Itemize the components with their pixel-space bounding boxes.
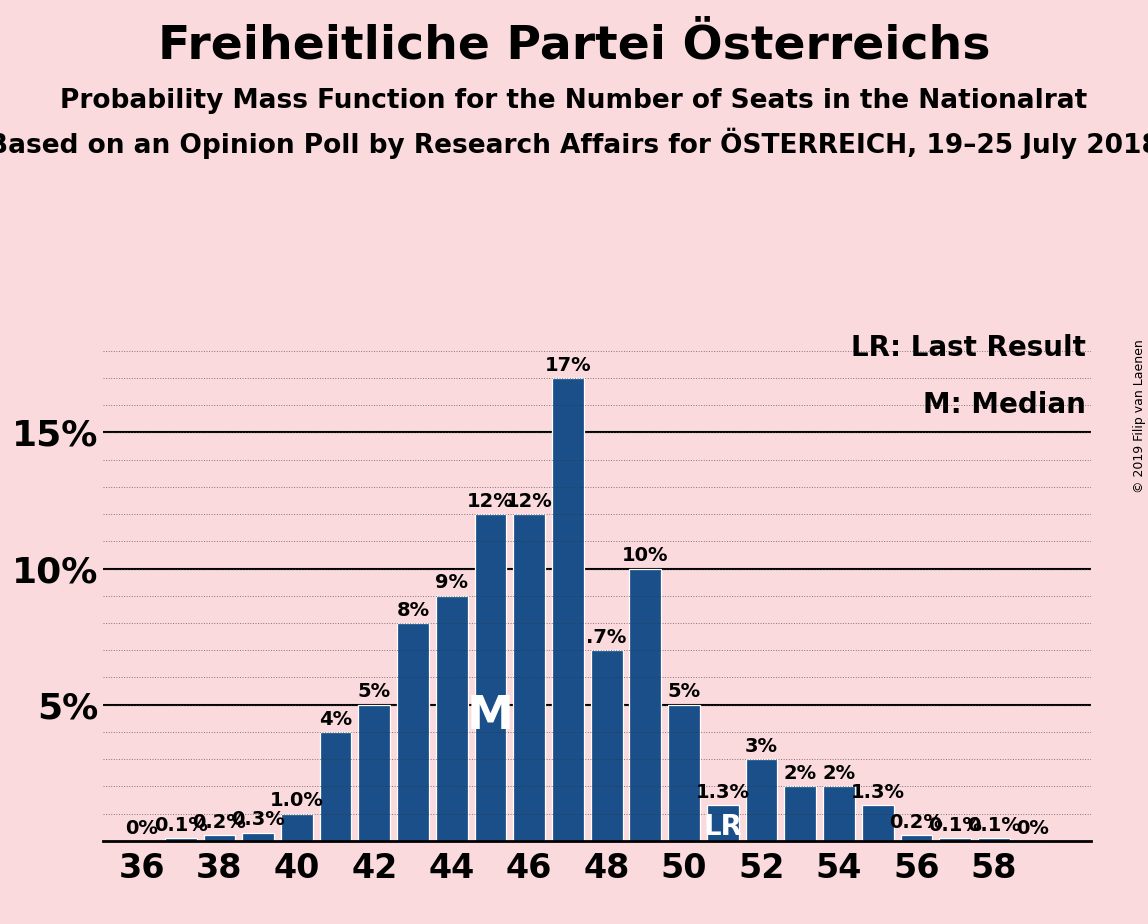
Text: 1.3%: 1.3% <box>696 784 750 802</box>
Text: 0.1%: 0.1% <box>928 816 982 835</box>
Bar <box>358 705 390 841</box>
Text: 2%: 2% <box>784 764 816 784</box>
Bar <box>707 806 738 841</box>
Text: Based on an Opinion Poll by Research Affairs for ÖSTERREICH, 19–25 July 2018: Based on an Opinion Poll by Research Aff… <box>0 128 1148 159</box>
Text: .7%: .7% <box>587 628 627 647</box>
Text: LR: LR <box>704 813 743 842</box>
Bar <box>900 835 932 841</box>
Text: 3%: 3% <box>745 736 778 756</box>
Text: 12%: 12% <box>467 492 514 511</box>
Bar <box>746 760 777 841</box>
Bar <box>320 732 351 841</box>
Text: 4%: 4% <box>319 710 352 729</box>
Text: 2%: 2% <box>822 764 855 784</box>
Text: 1.3%: 1.3% <box>851 784 905 802</box>
Text: 0.2%: 0.2% <box>890 813 944 833</box>
Bar <box>862 806 893 841</box>
Text: 10%: 10% <box>622 546 668 565</box>
Text: © 2019 Filip van Laenen: © 2019 Filip van Laenen <box>1133 339 1147 492</box>
Text: Freiheitliche Partei Österreichs: Freiheitliche Partei Österreichs <box>157 23 991 68</box>
Text: 0.1%: 0.1% <box>154 816 208 835</box>
Bar <box>281 814 312 841</box>
Text: 17%: 17% <box>544 356 591 374</box>
Bar <box>939 838 971 841</box>
Text: 0%: 0% <box>125 819 158 837</box>
Text: 9%: 9% <box>435 574 468 592</box>
Bar <box>242 833 274 841</box>
Text: 0%: 0% <box>1016 819 1049 837</box>
Bar <box>784 786 816 841</box>
Bar <box>165 838 196 841</box>
Bar <box>823 786 855 841</box>
Text: Probability Mass Function for the Number of Seats in the Nationalrat: Probability Mass Function for the Number… <box>61 88 1087 114</box>
Bar <box>203 835 235 841</box>
Bar <box>397 623 429 841</box>
Text: 1.0%: 1.0% <box>270 791 324 810</box>
Bar <box>474 514 506 841</box>
Bar <box>629 568 661 841</box>
Text: M: Median: M: Median <box>923 391 1086 419</box>
Bar <box>552 378 584 841</box>
Text: 5%: 5% <box>667 683 700 701</box>
Bar <box>668 705 700 841</box>
Text: 8%: 8% <box>396 601 429 620</box>
Bar <box>591 650 622 841</box>
Bar <box>436 596 467 841</box>
Bar <box>978 838 1010 841</box>
Text: 12%: 12% <box>506 492 552 511</box>
Text: 0.3%: 0.3% <box>231 810 285 830</box>
Bar <box>513 514 545 841</box>
Text: 0.2%: 0.2% <box>193 813 247 833</box>
Text: M: M <box>467 694 514 739</box>
Text: 0.1%: 0.1% <box>967 816 1021 835</box>
Text: LR: Last Result: LR: Last Result <box>851 334 1086 362</box>
Text: 5%: 5% <box>358 683 391 701</box>
